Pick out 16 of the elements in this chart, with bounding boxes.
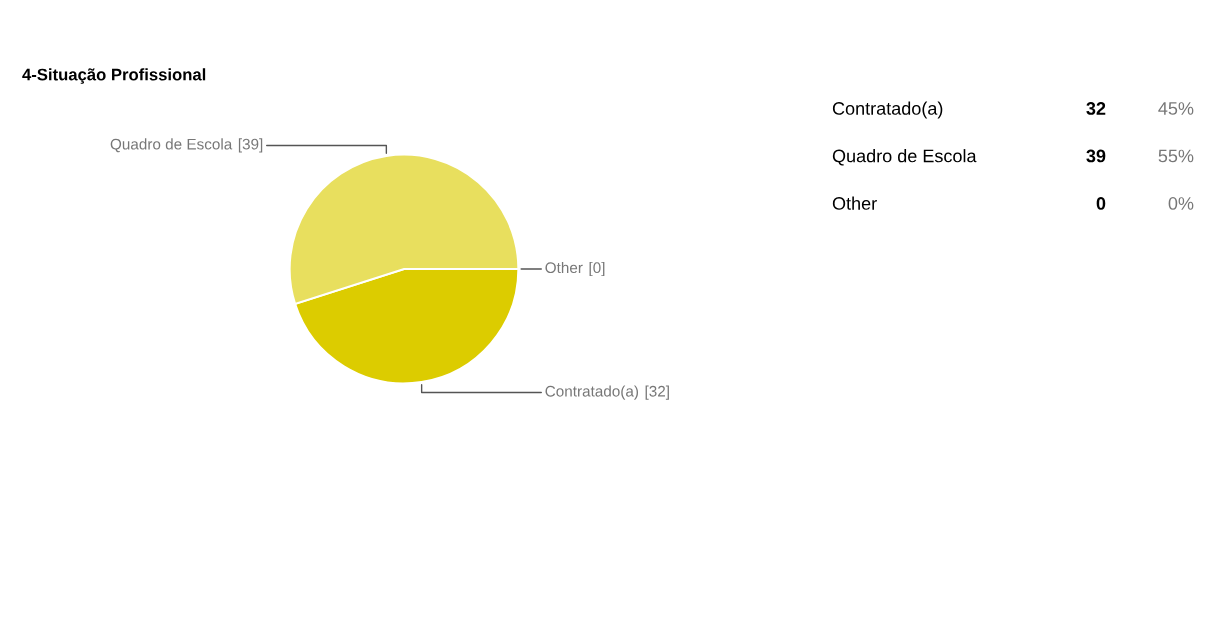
text: 32 [1086, 102, 1106, 115]
text: 45% [1158, 102, 1194, 115]
slice-label: Quadro de Escola [110, 138, 233, 153]
text: 55% [1158, 149, 1194, 163]
text: Other [832, 196, 877, 210]
data-label: [39] [238, 138, 263, 153]
text: Contratado(a) [832, 101, 943, 119]
legend-label: Other [545, 261, 583, 274]
text: [0] [589, 261, 605, 277]
data-label: [32] [645, 385, 669, 400]
text: 0% [1168, 197, 1194, 210]
text: 0 [1096, 197, 1106, 210]
text: 39 [1086, 149, 1106, 163]
slice-label: Contratado(a) [545, 385, 639, 400]
chart-title: 4-Situação Profissional [22, 68, 206, 84]
text: Quadro de Escola [832, 149, 977, 166]
